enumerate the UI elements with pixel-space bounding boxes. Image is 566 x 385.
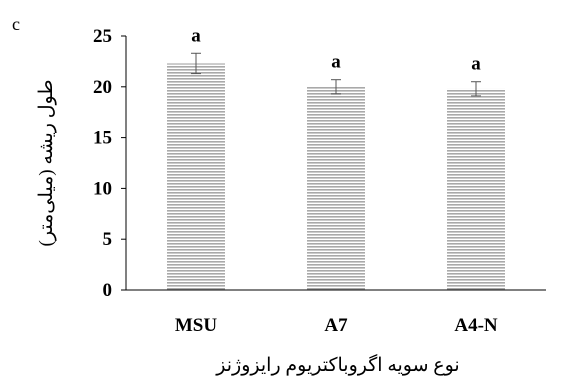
x-axis-title: نوع سویه اگروباکتریوم رایزوژنز <box>215 353 459 376</box>
bars-group <box>167 63 505 290</box>
y-tick-label: 0 <box>103 280 113 301</box>
x-ticks-group: MSU A7 A4-N <box>175 315 498 336</box>
panel-label: c <box>12 14 20 34</box>
x-tick-label: MSU <box>175 315 218 336</box>
significance-letter: a <box>471 54 481 75</box>
y-axis-title: طول ریشه (میلی‌متر) <box>36 80 57 247</box>
bar-msu <box>167 63 225 290</box>
bar-a7 <box>307 86 365 290</box>
error-bars-group <box>191 52 481 97</box>
x-tick-label: A4-N <box>454 315 498 336</box>
significance-letter: a <box>191 25 201 46</box>
y-tick-label: 15 <box>93 128 112 149</box>
bar-a4-n <box>447 88 505 290</box>
significance-letters-group: a a a <box>191 25 481 74</box>
significance-letter: a <box>331 52 341 73</box>
y-tick-label: 20 <box>93 77 112 98</box>
y-tick-label: 5 <box>103 229 113 250</box>
x-tick-label: A7 <box>324 315 348 336</box>
y-tick-label: 10 <box>93 178 112 199</box>
y-ticks-group: 0 5 10 15 20 25 <box>93 26 126 301</box>
y-tick-label: 25 <box>93 26 112 47</box>
